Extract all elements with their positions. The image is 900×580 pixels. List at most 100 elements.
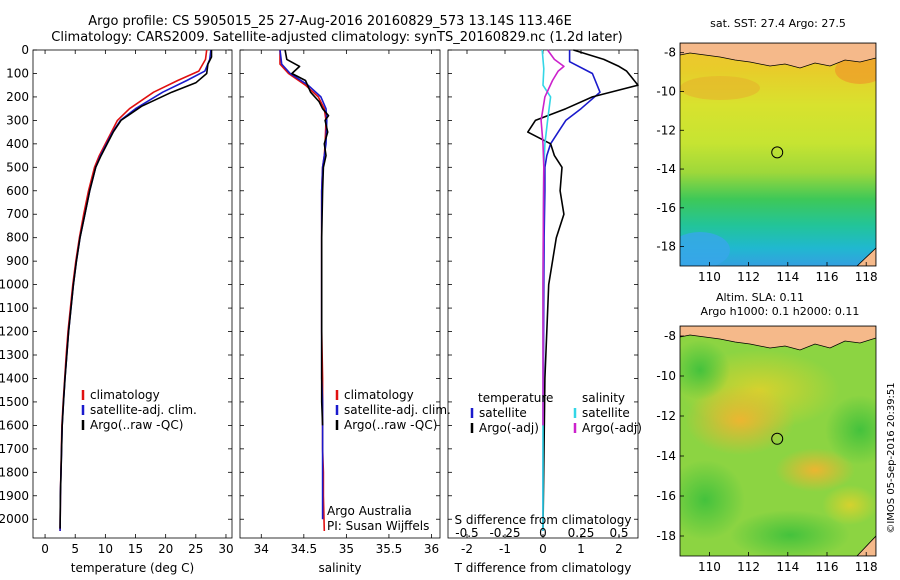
map-y-tick-label: -14 <box>656 449 676 463</box>
title-line-1: Argo profile: CS 5905015_25 27-Aug-2016 … <box>88 14 572 29</box>
legend-label: satellite-adj. clim. <box>344 403 451 417</box>
y-tick-label: 1100 <box>0 301 29 315</box>
difference-panel: -2 -1 0 1 2 T difference from climatology S di… <box>447 49 642 575</box>
legend-label: Argo(..raw -QC) <box>90 418 183 432</box>
x-tick-label: -1 <box>499 542 511 556</box>
x-tick-label-top: 0 <box>539 526 547 540</box>
plot-frame <box>239 49 441 539</box>
x-tick-label: 25 <box>188 542 203 556</box>
annotation-text: Argo Australia <box>327 504 412 518</box>
y-tick-label: 1400 <box>0 371 29 385</box>
map-x-tick-label: 114 <box>776 270 799 284</box>
series-line-climatology <box>59 49 208 532</box>
legend-label: climatology <box>90 388 160 402</box>
x-axis-label: T difference from climatology <box>454 561 632 575</box>
series-line-argo-raw-qc- <box>59 50 213 529</box>
x-tick-label: -2 <box>461 542 473 556</box>
sst-map: sat. SST: 27.4 Argo: 27.5 110 112 114 116 11… <box>656 17 878 284</box>
y-tick-label: 800 <box>6 231 29 245</box>
map-y-tick-label: -18 <box>656 240 676 254</box>
map-x-tick-label: 112 <box>737 560 760 574</box>
sla-map: Altim. SLA: 0.11 Argo h1000: 0.1 h2000: … <box>656 291 878 574</box>
map-y-tick-label: -16 <box>656 489 676 503</box>
plot-frame <box>32 49 233 539</box>
salinity-panel: 34 34.5 35 35.5 36 salinity climatologysatelli… <box>239 49 451 575</box>
map-y-tick-label: -10 <box>656 84 676 98</box>
y-tick-label: 1700 <box>0 442 29 456</box>
title-line-2: Climatology: CARS2009. Satellite-adjuste… <box>51 30 623 45</box>
sla-patch <box>825 395 876 465</box>
y-tick-label: 600 <box>6 184 29 198</box>
temperature-panel: 0 5 10 15 20 25 30 temperature (deg C) 0 100 200 30… <box>0 43 234 575</box>
sla-patch <box>680 460 745 540</box>
argo-location-marker <box>771 432 784 445</box>
legend-label: satellite <box>479 406 527 420</box>
map-y-tick-label: -18 <box>656 529 676 543</box>
sst-map-title: sat. SST: 27.4 Argo: 27.5 <box>710 17 846 30</box>
legend-title: salinity <box>582 391 625 405</box>
map-x-tick-label: 118 <box>855 560 878 574</box>
y-tick-label: 1800 <box>0 465 29 479</box>
sst-cold-patch <box>680 232 730 266</box>
y-tick-label: 1200 <box>0 325 29 339</box>
x-tick-label: 15 <box>128 542 143 556</box>
legend-label: satellite <box>582 406 630 420</box>
map-x-tick-label: 114 <box>776 560 799 574</box>
sst-warm-patch <box>680 76 760 100</box>
x-tick-label: 34.5 <box>290 542 317 556</box>
map-x-tick-label: 118 <box>855 270 878 284</box>
land-java <box>680 326 876 351</box>
y-tick-label: 0 <box>21 43 29 57</box>
sla-map-frame <box>679 325 877 557</box>
y-tick-label: 900 <box>6 254 29 268</box>
map-y-tick-label: -16 <box>656 201 676 215</box>
map-x-tick-label: 110 <box>698 270 721 284</box>
sla-patch <box>680 340 730 400</box>
x-tick-label-top: -0.25 <box>489 526 520 540</box>
legend-label: climatology <box>344 388 414 402</box>
x-tick-label-top: 0.25 <box>568 526 595 540</box>
y-tick-label: 200 <box>6 90 29 104</box>
series-line-argo-raw-qc- <box>284 49 330 426</box>
x-tick-label: 35 <box>339 542 354 556</box>
map-y-tick-label: -12 <box>656 123 676 137</box>
sst-warm-patch <box>835 56 876 84</box>
land-australia <box>856 247 876 266</box>
sla-map-title-line-1: Altim. SLA: 0.11 <box>716 291 804 304</box>
y-tick-label: 400 <box>6 137 29 151</box>
series-line-satellite-adj-clim- <box>59 49 212 532</box>
legend-label: Argo(-adj) <box>479 421 539 435</box>
annotation-text: PI: Susan Wijffels <box>327 519 429 533</box>
map-x-tick-label: 110 <box>698 560 721 574</box>
x-tick-label: 35.5 <box>376 542 403 556</box>
x-tick-label: 1 <box>577 542 585 556</box>
x-tick-label: 30 <box>218 542 233 556</box>
x-tick-label: 34 <box>254 542 269 556</box>
sla-patch <box>685 385 795 455</box>
sla-map-title-line-2: Argo h1000: 0.1 h2000: 0.11 <box>701 305 860 318</box>
y-tick-label: 100 <box>6 66 29 80</box>
sst-map-frame <box>679 42 877 267</box>
x-axis-label: salinity <box>318 561 361 575</box>
map-x-tick-label: 116 <box>816 560 839 574</box>
y-tick-label: 300 <box>6 113 29 127</box>
x-tick-label: 2 <box>615 542 623 556</box>
x-tick-label: 5 <box>71 542 79 556</box>
series-line-t-argo-adj- <box>526 49 639 529</box>
sla-patch <box>775 448 855 492</box>
sla-patch <box>730 510 850 556</box>
y-tick-label: 700 <box>6 207 29 221</box>
y-tick-label: 1500 <box>0 395 29 409</box>
sla-patch <box>822 485 876 525</box>
map-y-tick-label: -8 <box>664 329 676 343</box>
land-java <box>680 43 876 69</box>
y-tick-label: 1600 <box>0 418 29 432</box>
series-line-s-argo-adj- <box>540 49 565 426</box>
x-tick-label: 20 <box>158 542 173 556</box>
credit-stamp: ©IMOS 05-Sep-2016 20:39:51 <box>886 382 897 533</box>
series-line-climatology <box>279 50 327 532</box>
map-x-tick-label: 112 <box>737 270 760 284</box>
argo-location-marker <box>771 146 784 159</box>
x-tick-label: 0 <box>539 542 547 556</box>
